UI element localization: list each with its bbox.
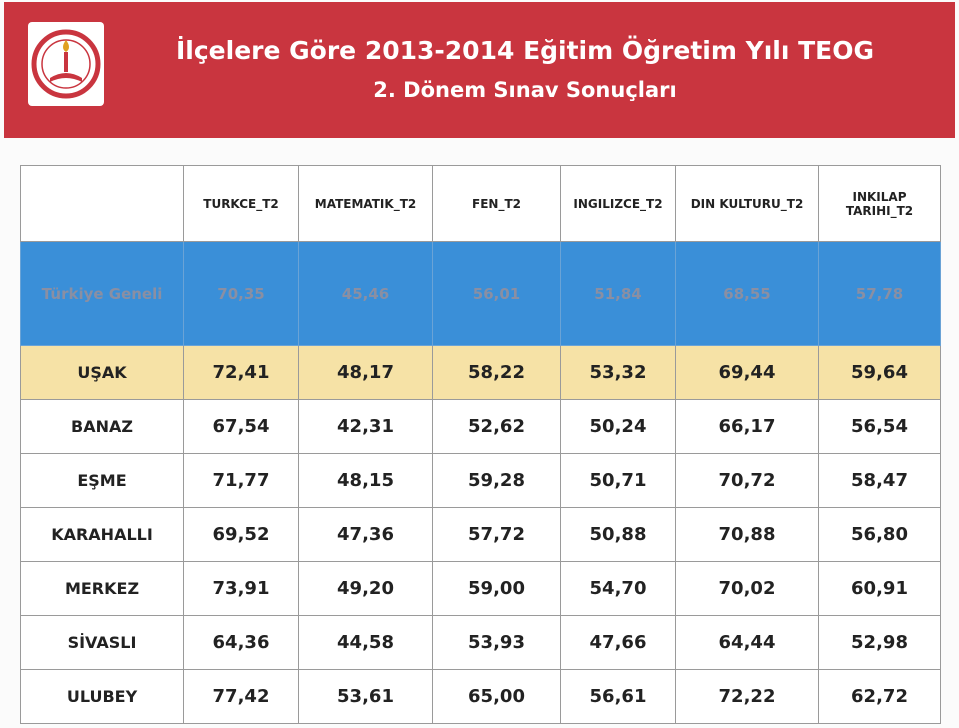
score-cell: 62,72 — [818, 669, 941, 724]
score-cell: 56,01 — [432, 241, 561, 346]
score-cell: 50,24 — [560, 399, 676, 454]
table-row: UŞAK 72,41 48,17 58,22 53,32 69,44 59,64 — [20, 345, 941, 400]
logo — [28, 22, 104, 106]
score-cell: 70,72 — [675, 453, 819, 508]
score-cell: 50,88 — [560, 507, 676, 562]
table-row: ULUBEY 77,42 53,61 65,00 56,61 72,22 62,72 — [20, 669, 941, 724]
row-name: SİVASLI — [20, 615, 184, 670]
row-name: MERKEZ — [20, 561, 184, 616]
table-row: SİVASLI 64,36 44,58 53,93 47,66 64,44 52,98 — [20, 615, 941, 670]
column-header: MATEMATIK_T2 — [298, 165, 433, 242]
table-row: KARAHALLI 69,52 47,36 57,72 50,88 70,88 56,80 — [20, 507, 941, 562]
score-cell: 51,84 — [560, 241, 676, 346]
score-cell: 70,88 — [675, 507, 819, 562]
score-cell: 67,54 — [183, 399, 299, 454]
score-cell: 52,62 — [432, 399, 561, 454]
header-band — [4, 2, 955, 138]
score-cell: 53,93 — [432, 615, 561, 670]
row-name: UŞAK — [20, 345, 184, 400]
row-name: KARAHALLI — [20, 507, 184, 562]
score-cell: 50,71 — [560, 453, 676, 508]
column-header: INKILAP TARIHI_T2 — [818, 165, 941, 242]
score-cell: 71,77 — [183, 453, 299, 508]
score-cell: 58,22 — [432, 345, 561, 400]
row-name: ULUBEY — [20, 669, 184, 724]
score-cell: 72,41 — [183, 345, 299, 400]
score-cell: 42,31 — [298, 399, 433, 454]
column-header: TURKCE_T2 — [183, 165, 299, 242]
score-cell: 72,22 — [675, 669, 819, 724]
score-cell: 69,52 — [183, 507, 299, 562]
score-cell: 56,54 — [818, 399, 941, 454]
score-cell: 64,36 — [183, 615, 299, 670]
row-name: BANAZ — [20, 399, 184, 454]
score-cell: 59,00 — [432, 561, 561, 616]
score-cell: 73,91 — [183, 561, 299, 616]
score-cell: 49,20 — [298, 561, 433, 616]
score-cell: 77,42 — [183, 669, 299, 724]
score-cell: 54,70 — [560, 561, 676, 616]
score-cell: 60,91 — [818, 561, 941, 616]
score-cell: 58,47 — [818, 453, 941, 508]
score-cell: 47,66 — [560, 615, 676, 670]
table-row: EŞME 71,77 48,15 59,28 50,71 70,72 58,47 — [20, 453, 941, 508]
row-name: Türkiye Geneli — [20, 241, 184, 346]
score-cell: 68,55 — [675, 241, 819, 346]
table-row: BANAZ 67,54 42,31 52,62 50,24 66,17 56,54 — [20, 399, 941, 454]
score-cell: 52,98 — [818, 615, 941, 670]
score-cell: 48,15 — [298, 453, 433, 508]
column-header: INGILIZCE_T2 — [560, 165, 676, 242]
column-header: FEN_T2 — [432, 165, 561, 242]
table-row: Türkiye Geneli 70,35 45,46 56,01 51,84 68,55 5… — [20, 241, 941, 346]
score-cell: 64,44 — [675, 615, 819, 670]
score-cell: 65,00 — [432, 669, 561, 724]
score-cell: 59,64 — [818, 345, 941, 400]
subtitle: 2. Dönem Sınav Sonuçları — [373, 78, 677, 102]
header-row: TURKCE_T2 MATEMATIK_T2 FEN_T2 INGILIZCE_T2 D… — [20, 165, 941, 242]
table-row: MERKEZ 73,91 49,20 59,00 54,70 70,02 60,91 — [20, 561, 941, 616]
score-cell: 44,58 — [298, 615, 433, 670]
score-cell: 56,80 — [818, 507, 941, 562]
score-cell: 57,72 — [432, 507, 561, 562]
score-cell: 45,46 — [298, 241, 433, 346]
score-cell: 47,36 — [298, 507, 433, 562]
score-cell: 57,78 — [818, 241, 941, 346]
score-cell: 70,35 — [183, 241, 299, 346]
score-cell: 66,17 — [675, 399, 819, 454]
score-cell: 48,17 — [298, 345, 433, 400]
row-name: EŞME — [20, 453, 184, 508]
corner-cell — [20, 165, 184, 242]
score-cell: 56,61 — [560, 669, 676, 724]
score-cell: 70,02 — [675, 561, 819, 616]
score-cell: 69,44 — [675, 345, 819, 400]
score-cell: 53,32 — [560, 345, 676, 400]
column-header: DIN KULTURU_T2 — [675, 165, 819, 242]
score-cell: 53,61 — [298, 669, 433, 724]
title: İlçelere Göre 2013-2014 Eğitim Öğretim Y… — [175, 36, 875, 65]
results-table: TURKCE_T2 MATEMATIK_T2 FEN_T2 INGILIZCE_T2 D… — [20, 165, 941, 724]
score-cell: 59,28 — [432, 453, 561, 508]
